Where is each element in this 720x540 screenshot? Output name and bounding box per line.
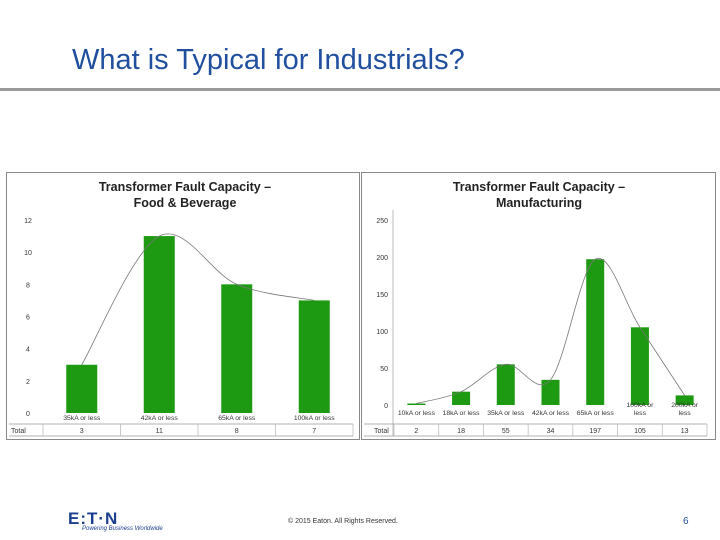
y-tick-label: 6 [26, 315, 30, 322]
x-category-label: 100kA or [627, 402, 655, 409]
y-tick-label: 100 [376, 329, 388, 336]
y-tick-label: 50 [380, 366, 388, 373]
y-tick-label: 200 [376, 255, 388, 262]
table-total-value: 7 [312, 428, 316, 435]
table-total-label: Total [374, 428, 389, 435]
x-category-label: 65kA or less [218, 415, 256, 422]
page-number: 6 [683, 516, 689, 527]
chart-title-line: Transformer Fault Capacity – [453, 180, 625, 194]
footer-copyright: © 2015 Eaton. All Rights Reserved. [288, 518, 398, 525]
bar [66, 364, 98, 413]
table-total-value: 55 [502, 428, 510, 435]
x-category-label: 42kA or less [141, 415, 179, 422]
bar [630, 327, 649, 405]
y-tick-label: 4 [26, 347, 30, 354]
table-total-value: 34 [547, 428, 555, 435]
y-tick-label: 2 [26, 379, 30, 386]
y-tick-label: 0 [384, 403, 388, 410]
chart-manufacturing-svg: Transformer Fault Capacity – Manufacturin… [364, 180, 708, 437]
chart-food-beverage-svg: Transformer Fault Capacity – Food & Bever… [9, 180, 354, 437]
table-total-label: Total [11, 428, 26, 435]
slide-title: What is Typical for Industrials? [72, 44, 465, 76]
eaton-tagline: Powering Business Worldwide [82, 526, 163, 532]
trend-line [81, 233, 315, 365]
y-tick-label: 0 [26, 411, 30, 418]
table-total-value: 197 [589, 428, 601, 435]
x-category-label: 18kA or less [443, 410, 481, 417]
chart-title-line: Manufacturing [496, 196, 582, 210]
bar [675, 395, 694, 405]
bar [407, 403, 426, 405]
x-category-label: less [679, 410, 692, 417]
x-category-label: 10kA or less [398, 410, 436, 417]
bar [496, 364, 515, 405]
title-divider [0, 88, 720, 91]
x-category-label: 35kA or less [487, 410, 525, 417]
table-total-value: 8 [235, 428, 239, 435]
bar [298, 300, 330, 413]
trend-line [416, 257, 685, 404]
x-category-label: 42kA or less [532, 410, 570, 417]
chart-title-line: Transformer Fault Capacity – [99, 180, 271, 194]
y-tick-label: 12 [24, 218, 32, 225]
table-total-value: 3 [80, 428, 84, 435]
bar [143, 236, 175, 413]
x-category-label: less [634, 410, 647, 417]
table-total-value: 18 [457, 428, 465, 435]
table-total-value: 13 [681, 428, 689, 435]
y-tick-label: 10 [24, 250, 32, 257]
table-total-value: 11 [156, 428, 163, 435]
bar [221, 284, 253, 413]
eaton-logo: E:T·N [68, 509, 119, 528]
bar [586, 259, 605, 405]
y-tick-label: 8 [26, 282, 30, 289]
x-category-label: 65kA or less [577, 410, 615, 417]
y-tick-label: 150 [376, 292, 388, 299]
table-total-value: 2 [414, 428, 418, 435]
chart-title-line: Food & Beverage [134, 196, 237, 210]
bar [541, 379, 560, 405]
y-tick-label: 250 [376, 218, 388, 225]
table-total-value: 105 [634, 428, 646, 435]
chart-food-beverage: Transformer Fault Capacity – Food & Bever… [6, 172, 360, 440]
x-category-label: 35kA or less [63, 415, 101, 422]
chart-manufacturing: Transformer Fault Capacity – Manufacturin… [361, 172, 716, 440]
x-category-label: 100kA or less [294, 415, 335, 422]
bar [452, 391, 471, 405]
x-category-label: 200kA or [671, 402, 699, 409]
